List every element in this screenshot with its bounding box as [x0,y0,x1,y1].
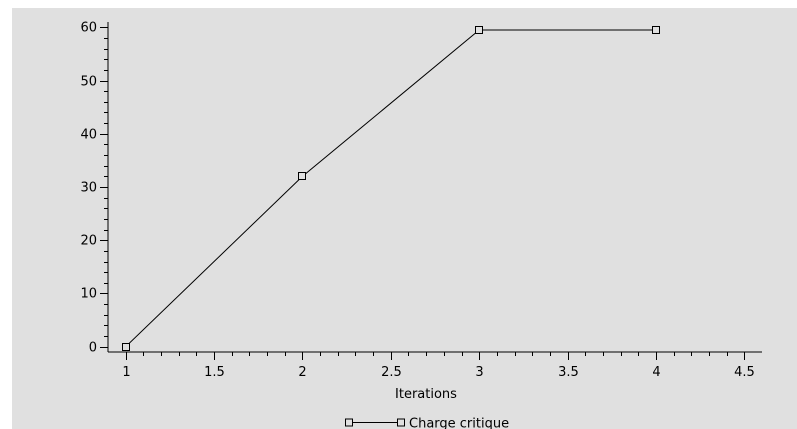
data-point-2 [298,172,306,180]
chart-panel: 0 10 20 30 40 50 60 1 1.5 2 2.5 3 3.5 4 4.5 Iteration… [12,8,797,429]
legend: Charge critique [345,417,509,429]
y-tick-label-30: 30 [80,181,97,196]
y-tick-label-60: 60 [80,21,97,36]
x-tick-label-2: 2 [298,365,306,380]
y-tick-label-20: 20 [80,234,97,249]
x-axis: 1 1.5 2 2.5 3 3.5 4 4.5 [108,351,762,380]
x-tick-label-4.5: 4.5 [734,365,755,380]
legend-label: Charge critique [409,417,509,429]
x-tick-label-1.5: 1.5 [204,365,225,380]
x-tick-label-4: 4 [652,365,660,380]
y-tick-label-50: 50 [80,75,97,90]
data-point-4 [652,26,660,34]
series-line-0 [125,29,656,348]
data-point-3 [475,26,483,34]
x-axis-title: Iterations [395,387,457,402]
x-tick-label-3.5: 3.5 [558,365,579,380]
series-layer [122,26,660,351]
line-chart: 0 10 20 30 40 50 60 1 1.5 2 2.5 3 3.5 4 4.5 Iteration… [80,21,762,429]
legend-marker-right [397,418,405,427]
data-point-1 [122,343,130,351]
y-tick-label-10: 10 [80,287,97,302]
y-tick-label-40: 40 [80,128,97,143]
legend-marker-left [345,418,353,427]
x-tick-label-1: 1 [122,365,130,380]
x-tick-label-3: 3 [475,365,483,380]
x-tick-label-2.5: 2.5 [381,365,402,380]
y-axis: 0 10 20 30 40 50 60 [80,21,109,356]
y-tick-label-0: 0 [89,341,97,356]
